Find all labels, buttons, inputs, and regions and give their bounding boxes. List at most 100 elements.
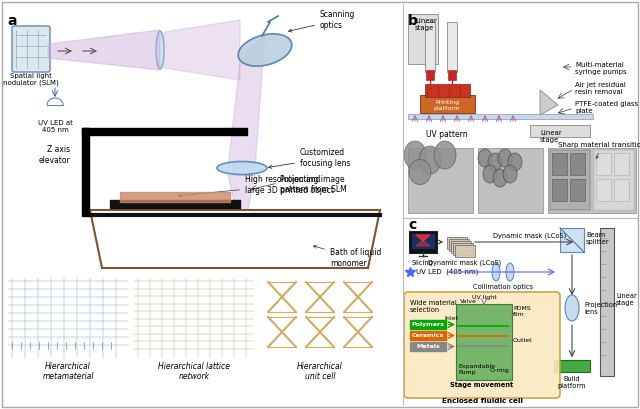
Text: Linear
stage: Linear stage xyxy=(616,294,637,306)
Text: Stage movement: Stage movement xyxy=(451,382,513,388)
Text: Slicing: Slicing xyxy=(412,260,434,266)
Bar xyxy=(600,228,614,376)
Bar xyxy=(570,153,585,175)
Bar xyxy=(260,278,380,358)
Text: Hierarchical
unit cell: Hierarchical unit cell xyxy=(297,362,343,382)
Text: ~5 cm: ~5 cm xyxy=(55,380,81,389)
Bar xyxy=(560,228,584,252)
Bar xyxy=(408,148,473,213)
Text: Customized
focusing lens: Customized focusing lens xyxy=(269,148,351,169)
Polygon shape xyxy=(228,175,255,210)
Polygon shape xyxy=(164,20,240,80)
Bar xyxy=(550,150,590,210)
Bar xyxy=(8,380,128,389)
Text: Wide material
selection: Wide material selection xyxy=(410,300,457,313)
FancyBboxPatch shape xyxy=(453,243,473,255)
Bar xyxy=(596,153,611,175)
Ellipse shape xyxy=(238,34,292,66)
Text: Bath of liquid
monomer: Bath of liquid monomer xyxy=(314,245,381,268)
Ellipse shape xyxy=(492,263,500,281)
Bar xyxy=(134,278,254,358)
Text: Linear
stage: Linear stage xyxy=(540,130,562,143)
FancyBboxPatch shape xyxy=(409,231,437,253)
Ellipse shape xyxy=(565,295,579,321)
Text: Metals: Metals xyxy=(416,344,440,349)
Text: Dynamic mask (LCoS): Dynamic mask (LCoS) xyxy=(428,260,502,267)
FancyBboxPatch shape xyxy=(447,237,467,249)
Text: Air jet residual
resin removal: Air jet residual resin removal xyxy=(575,82,626,95)
Bar xyxy=(448,70,456,80)
Text: UV LED at
405 nm: UV LED at 405 nm xyxy=(38,120,72,133)
Text: UV LED  (405 nm): UV LED (405 nm) xyxy=(416,269,478,275)
Text: a: a xyxy=(7,14,17,28)
Text: 5 mm: 5 mm xyxy=(182,380,205,389)
Bar xyxy=(260,380,380,389)
Ellipse shape xyxy=(503,165,517,183)
Text: Projecting image
pattern from SLM: Projecting image pattern from SLM xyxy=(280,175,347,194)
Text: O-ring: O-ring xyxy=(490,368,509,373)
Bar xyxy=(8,278,128,358)
Bar xyxy=(425,84,470,97)
Text: Spatial light
nodulator (SLM): Spatial light nodulator (SLM) xyxy=(3,73,59,86)
Bar xyxy=(408,114,593,119)
Text: UV light: UV light xyxy=(472,295,497,300)
Bar xyxy=(410,342,446,351)
Text: Valve: Valve xyxy=(460,299,477,304)
Ellipse shape xyxy=(404,141,426,169)
Bar xyxy=(410,320,446,329)
Bar xyxy=(594,150,634,210)
Ellipse shape xyxy=(508,153,522,171)
Text: Outlet: Outlet xyxy=(513,339,532,344)
Bar xyxy=(447,22,457,72)
Polygon shape xyxy=(540,90,558,115)
Ellipse shape xyxy=(498,149,512,167)
Bar xyxy=(614,153,629,175)
Text: PTFE-coated glass
plate: PTFE-coated glass plate xyxy=(575,101,638,114)
Bar xyxy=(425,22,435,72)
FancyBboxPatch shape xyxy=(554,360,590,372)
Bar xyxy=(552,179,567,201)
Text: 500 μm: 500 μm xyxy=(304,380,336,389)
Bar xyxy=(530,125,590,137)
Bar xyxy=(82,128,247,135)
Text: Build
platform: Build platform xyxy=(557,376,586,389)
Text: Printing
platform: Printing platform xyxy=(434,100,460,111)
Text: Dynamic mask (LCoS): Dynamic mask (LCoS) xyxy=(493,232,566,239)
Ellipse shape xyxy=(493,169,507,187)
FancyBboxPatch shape xyxy=(455,245,475,257)
Text: Hierarchical
metamaterial: Hierarchical metamaterial xyxy=(42,362,93,382)
Ellipse shape xyxy=(156,31,164,69)
Bar xyxy=(596,179,611,201)
Bar xyxy=(552,153,567,175)
Ellipse shape xyxy=(478,149,492,167)
Bar xyxy=(12,342,122,349)
Bar xyxy=(570,179,585,201)
Polygon shape xyxy=(416,240,430,246)
FancyBboxPatch shape xyxy=(456,304,512,380)
Ellipse shape xyxy=(217,162,267,175)
Bar xyxy=(478,148,543,213)
Bar xyxy=(548,148,636,213)
Text: Inlet: Inlet xyxy=(444,315,458,321)
Ellipse shape xyxy=(419,146,441,174)
Bar xyxy=(426,70,434,80)
Bar xyxy=(408,14,438,64)
Bar xyxy=(110,200,240,208)
Bar xyxy=(614,179,629,201)
Text: Polymers: Polymers xyxy=(412,322,444,327)
Text: Linear
stage: Linear stage xyxy=(415,18,436,31)
Polygon shape xyxy=(48,30,160,70)
Text: Ceramics: Ceramics xyxy=(412,333,444,338)
Text: PDMS
film: PDMS film xyxy=(513,306,531,317)
FancyBboxPatch shape xyxy=(449,239,469,251)
Bar xyxy=(420,95,475,113)
Polygon shape xyxy=(228,35,265,168)
Text: Enclosed fluidic cell: Enclosed fluidic cell xyxy=(442,398,522,404)
FancyBboxPatch shape xyxy=(12,26,50,72)
Text: Sharp material transition: Sharp material transition xyxy=(558,142,640,159)
Ellipse shape xyxy=(409,160,431,184)
Ellipse shape xyxy=(506,263,514,281)
Bar xyxy=(82,128,89,216)
Text: Expandable
Pump: Expandable Pump xyxy=(458,364,495,375)
Bar xyxy=(412,234,434,248)
